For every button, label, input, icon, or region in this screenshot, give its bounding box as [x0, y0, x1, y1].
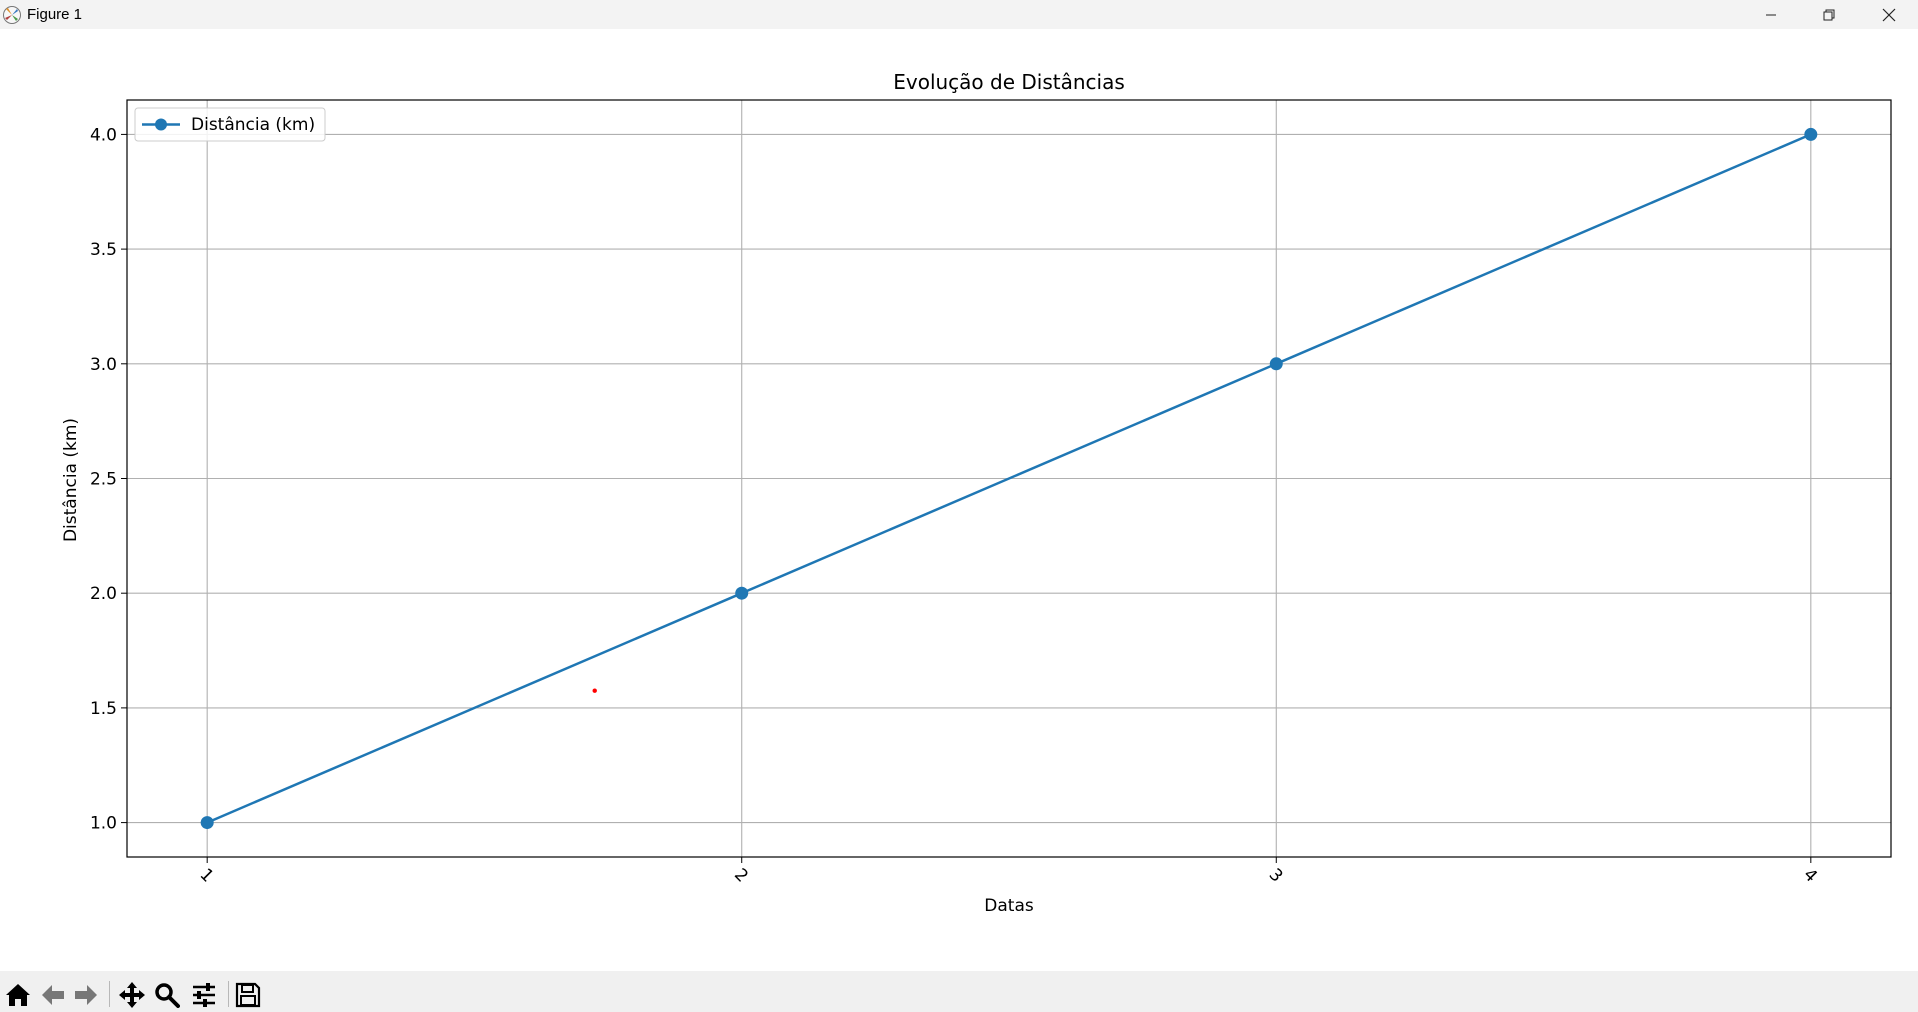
restore-button[interactable]: [1800, 0, 1858, 29]
minimize-icon: [1766, 14, 1776, 15]
x-axis-label: Datas: [984, 896, 1034, 916]
close-button[interactable]: [1860, 0, 1918, 29]
magnifier-icon: [155, 983, 180, 1008]
navigation-toolbar: [0, 971, 1918, 1012]
data-point: [1804, 127, 1818, 141]
y-tick-label: 2.0: [90, 584, 117, 604]
matplotlib-logo-icon: [3, 6, 21, 24]
y-tick-label: 3.5: [90, 240, 117, 260]
window-title: Figure 1: [27, 6, 83, 23]
forward-button[interactable]: [71, 981, 101, 1009]
title-bar: Figure 1: [0, 0, 1918, 29]
axis-ticks: 1.0 1.5 2.0 2.5 3.0 3.5 4.0 1 2 3 4: [90, 125, 1821, 886]
pan-button[interactable]: [117, 981, 147, 1009]
y-tick-label: 1.5: [90, 699, 117, 719]
grid-lines: [127, 100, 1891, 857]
data-point: [200, 816, 214, 830]
move-icon: [119, 982, 145, 1008]
arrow-left-icon: [42, 985, 64, 1005]
home-button[interactable]: [3, 981, 33, 1009]
series-line: [206, 133, 1812, 824]
minimize-button[interactable]: [1742, 0, 1800, 29]
data-point: [1269, 357, 1283, 371]
y-tick-label: 4.0: [90, 125, 117, 145]
y-tick-label: 1.0: [90, 814, 117, 834]
home-icon: [6, 984, 30, 1006]
x-tick-label: 3: [1265, 865, 1287, 887]
legend-box: [134, 107, 326, 142]
configure-subplots-button[interactable]: [189, 981, 219, 1009]
x-tick-label: 4: [1799, 865, 1821, 887]
y-axis-label: Distância (km): [61, 418, 81, 542]
chart-figure: 1.0 1.5 2.0 2.5 3.0 3.5 4.0 1 2 3 4 Evolução de Di…: [61, 70, 1892, 916]
x-tick-label: 1: [196, 865, 218, 887]
legend-label: Distância (km): [191, 115, 315, 135]
restore-icon: [1823, 9, 1835, 20]
x-tick-label: 2: [730, 865, 752, 887]
toolbar-separator: [109, 981, 110, 1007]
floppy-disk-icon: [235, 982, 261, 1008]
zoom-button[interactable]: [152, 981, 182, 1009]
data-point: [735, 586, 749, 600]
sliders-icon: [193, 983, 215, 1007]
y-tick-label: 3.0: [90, 355, 117, 375]
toolbar-separator: [228, 981, 229, 1007]
save-button[interactable]: [233, 981, 263, 1009]
chart-title: Evolução de Distâncias: [893, 70, 1125, 94]
red-dot-marker: [592, 688, 597, 693]
close-icon: [1882, 8, 1896, 21]
legend: Distância (km): [134, 107, 326, 142]
back-button[interactable]: [38, 981, 68, 1009]
y-tick-label: 2.5: [90, 470, 117, 490]
arrow-right-icon: [75, 985, 97, 1005]
legend-marker-swatch: [155, 118, 167, 131]
series-layer: [200, 127, 1818, 830]
